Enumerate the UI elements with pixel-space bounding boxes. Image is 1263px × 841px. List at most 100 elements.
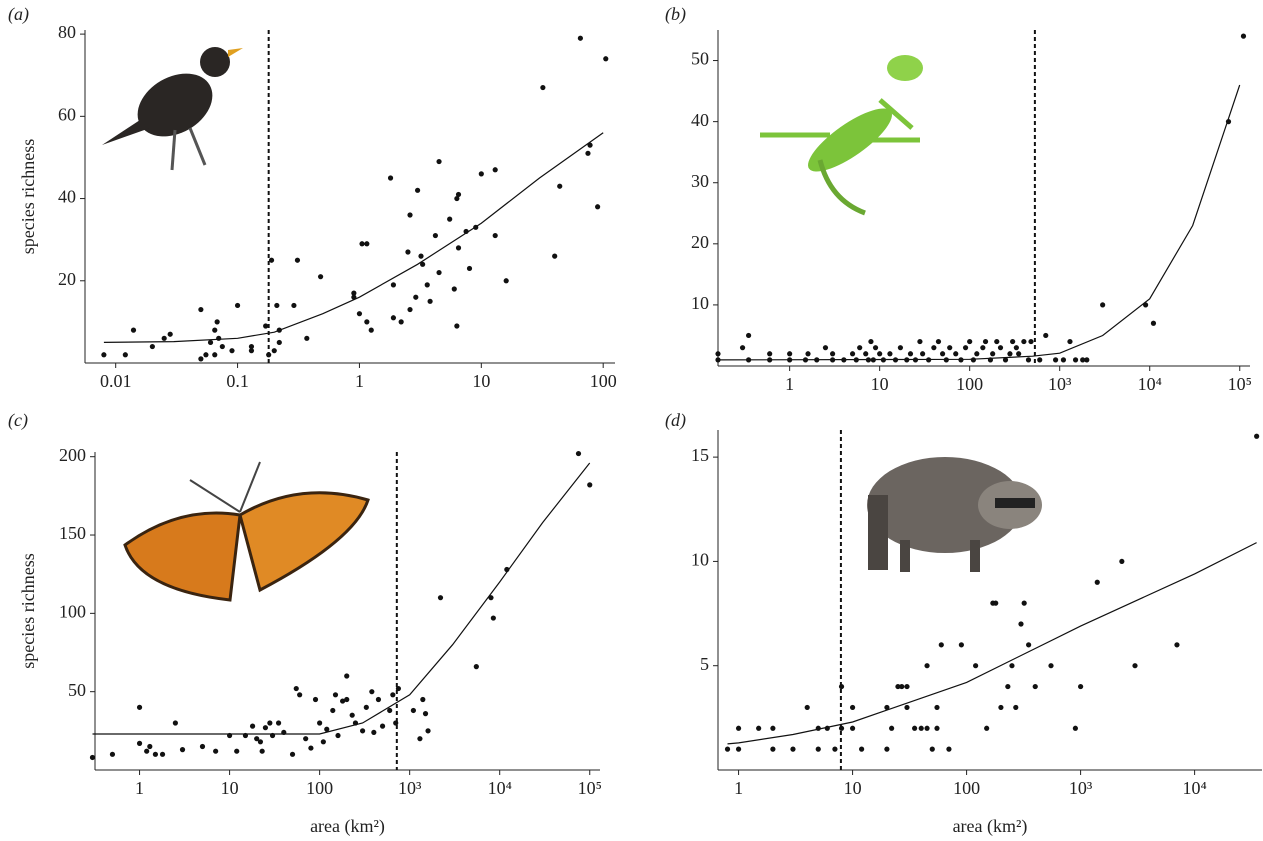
- data-point: [919, 726, 924, 731]
- data-point: [493, 167, 498, 172]
- data-point: [215, 319, 220, 324]
- figure: (a)204060800.010.1110100species richness…: [0, 0, 1263, 841]
- x-tick-label: 10⁴: [488, 778, 512, 798]
- data-point: [272, 348, 277, 353]
- data-point: [944, 357, 949, 362]
- data-point: [887, 351, 892, 356]
- data-point: [1010, 339, 1015, 344]
- data-point: [998, 345, 1003, 350]
- data-point: [816, 726, 821, 731]
- data-point: [266, 352, 271, 357]
- data-point: [603, 56, 608, 61]
- data-point: [317, 720, 322, 725]
- data-point: [934, 726, 939, 731]
- data-point: [369, 328, 374, 333]
- data-point: [360, 728, 365, 733]
- data-point: [1143, 302, 1148, 307]
- x-tick-label: 10³: [398, 778, 422, 798]
- data-point: [423, 711, 428, 716]
- y-tick-label: 100: [59, 601, 86, 621]
- data-point: [839, 684, 844, 689]
- x-tick-label: 100: [306, 778, 333, 798]
- data-point: [304, 336, 309, 341]
- data-point: [425, 282, 430, 287]
- data-point: [1151, 321, 1156, 326]
- data-point: [1028, 339, 1033, 344]
- y-tick-label: 10: [691, 550, 709, 570]
- data-point: [220, 344, 225, 349]
- data-point: [415, 188, 420, 193]
- data-point: [1132, 663, 1137, 668]
- bird-image: [102, 47, 243, 170]
- data-point: [770, 726, 775, 731]
- data-point: [850, 705, 855, 710]
- data-point: [832, 747, 837, 752]
- x-tick-label: 10: [871, 374, 889, 394]
- data-point: [1018, 621, 1023, 626]
- data-point: [1037, 357, 1042, 362]
- data-point: [934, 705, 939, 710]
- data-point: [850, 351, 855, 356]
- data-point: [295, 258, 300, 263]
- data-point: [229, 348, 234, 353]
- x-tick-label: 100: [590, 371, 617, 391]
- fit-line: [718, 85, 1240, 360]
- data-point: [263, 725, 268, 730]
- data-point: [388, 175, 393, 180]
- data-point: [131, 328, 136, 333]
- data-point: [920, 351, 925, 356]
- data-point: [931, 345, 936, 350]
- data-point: [877, 351, 882, 356]
- data-point: [595, 204, 600, 209]
- data-point: [90, 755, 95, 760]
- data-point: [585, 151, 590, 156]
- data-point: [290, 752, 295, 757]
- data-point: [303, 736, 308, 741]
- data-point: [830, 351, 835, 356]
- data-point: [998, 705, 1003, 710]
- data-point: [1119, 559, 1124, 564]
- y-tick-label: 60: [58, 104, 76, 124]
- data-point: [488, 595, 493, 600]
- data-point: [1003, 357, 1008, 362]
- data-point: [101, 352, 106, 357]
- panel-label: (d): [665, 410, 686, 431]
- data-point: [137, 741, 142, 746]
- data-point: [153, 752, 158, 757]
- data-point: [438, 595, 443, 600]
- data-point: [940, 351, 945, 356]
- x-tick-label: 10⁴: [1138, 374, 1162, 394]
- data-point: [270, 733, 275, 738]
- data-point: [1095, 580, 1100, 585]
- data-point: [380, 724, 385, 729]
- data-point: [863, 351, 868, 356]
- data-point: [234, 749, 239, 754]
- data-point: [1021, 339, 1026, 344]
- data-point: [873, 345, 878, 350]
- data-point: [391, 282, 396, 287]
- data-point: [859, 747, 864, 752]
- data-point: [396, 686, 401, 691]
- data-point: [213, 749, 218, 754]
- data-point: [1084, 357, 1089, 362]
- panel-label: (b): [665, 4, 686, 25]
- data-point: [364, 705, 369, 710]
- data-point: [904, 705, 909, 710]
- data-point: [276, 720, 281, 725]
- data-point: [936, 339, 941, 344]
- data-point: [1013, 705, 1018, 710]
- data-point: [198, 356, 203, 361]
- data-point: [208, 340, 213, 345]
- data-point: [479, 171, 484, 176]
- data-point: [963, 345, 968, 350]
- data-point: [854, 357, 859, 362]
- data-point: [467, 266, 472, 271]
- data-point: [924, 663, 929, 668]
- data-point: [1061, 357, 1066, 362]
- data-point: [1043, 333, 1048, 338]
- data-point: [243, 733, 248, 738]
- data-point: [150, 344, 155, 349]
- data-point: [967, 339, 972, 344]
- data-point: [269, 258, 274, 263]
- data-point: [123, 352, 128, 357]
